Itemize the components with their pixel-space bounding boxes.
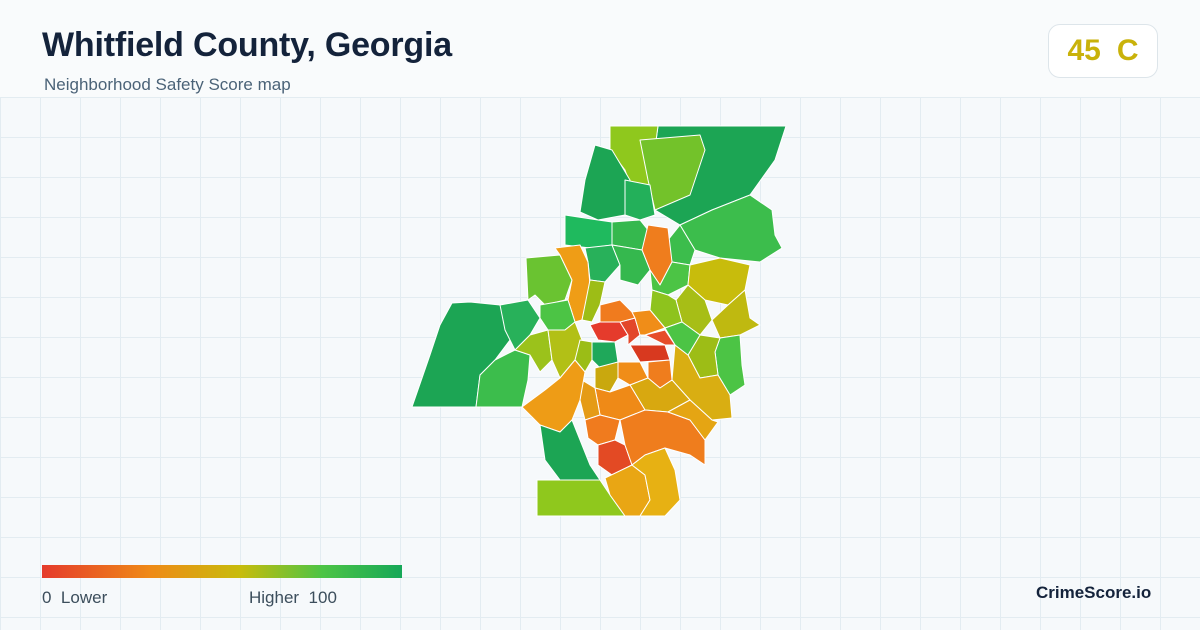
legend-gradient-bar bbox=[42, 565, 402, 578]
region-core-4[interactable] bbox=[644, 329, 676, 346]
region-sw-1[interactable] bbox=[521, 359, 586, 433]
region-s-4[interactable] bbox=[667, 399, 719, 441]
score-value: 45 bbox=[1067, 34, 1101, 67]
region-core-10[interactable] bbox=[594, 361, 619, 393]
region-wc-3[interactable] bbox=[581, 279, 606, 323]
region-wc-2[interactable] bbox=[554, 244, 591, 323]
legend-max-value: 100 bbox=[308, 588, 337, 607]
region-wc-4[interactable] bbox=[539, 299, 576, 331]
score-grade: C bbox=[1116, 34, 1139, 67]
legend-min-value: 0 bbox=[42, 588, 52, 607]
safety-score-badge: 45 C bbox=[1048, 24, 1158, 78]
legend-max-text: Higher bbox=[249, 588, 300, 607]
neighborhood-regions bbox=[411, 125, 787, 517]
page-title: Whitfield County, Georgia bbox=[42, 26, 452, 64]
region-nc-1[interactable] bbox=[564, 214, 613, 249]
legend-low-label: 0 Lower bbox=[42, 588, 107, 608]
region-s-6[interactable] bbox=[631, 447, 681, 517]
region-core-5[interactable] bbox=[599, 299, 636, 323]
brand-logo-text[interactable]: CrimeScore.io bbox=[1036, 583, 1152, 602]
region-core-11[interactable] bbox=[574, 339, 593, 373]
region-n-4[interactable] bbox=[579, 144, 631, 221]
region-core-3[interactable] bbox=[629, 344, 671, 363]
page-subtitle: Neighborhood Safety Score map bbox=[44, 75, 291, 94]
region-core-7[interactable] bbox=[631, 309, 666, 336]
region-nc-5[interactable] bbox=[611, 244, 651, 286]
region-sw-2[interactable] bbox=[539, 419, 601, 481]
header bbox=[0, 0, 1200, 97]
region-n-3[interactable] bbox=[639, 134, 706, 211]
legend-high-label: Higher 100 bbox=[249, 588, 337, 608]
region-e-2[interactable] bbox=[711, 289, 761, 339]
region-s-3[interactable] bbox=[619, 409, 706, 466]
legend-min-text: Lower bbox=[60, 588, 108, 607]
region-n-5[interactable] bbox=[624, 179, 656, 221]
